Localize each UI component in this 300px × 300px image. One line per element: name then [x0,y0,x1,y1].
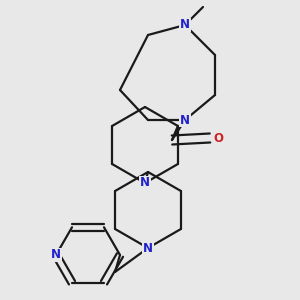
Text: N: N [51,248,61,262]
Text: N: N [140,176,150,190]
Text: N: N [180,113,190,127]
Text: N: N [143,242,153,254]
Text: N: N [180,19,190,32]
Text: O: O [213,131,223,145]
